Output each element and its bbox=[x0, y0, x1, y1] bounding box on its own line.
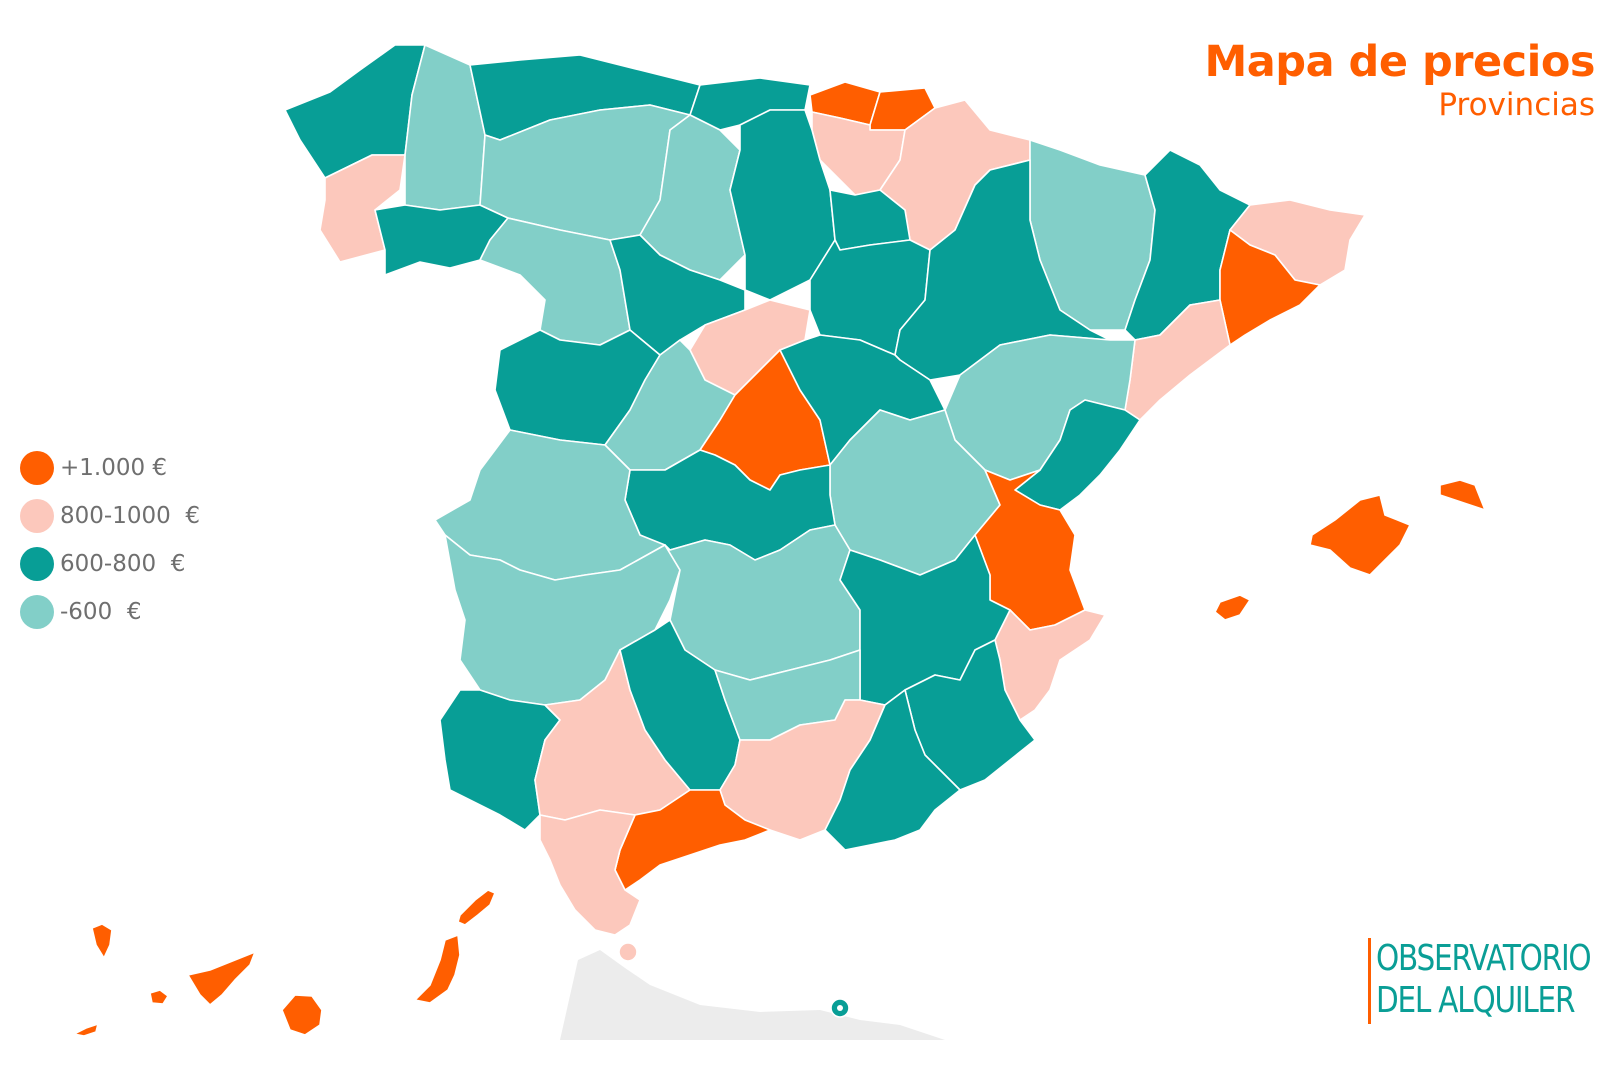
island-lanzarote bbox=[457, 889, 496, 926]
legend-swatch bbox=[20, 547, 54, 581]
map-title: Mapa de precios bbox=[1204, 37, 1595, 87]
island-fuerteventura bbox=[414, 934, 461, 1004]
logo-line-1: OBSERVATORIO bbox=[1376, 938, 1592, 979]
legend-item-600-800: 600-800 € bbox=[20, 540, 200, 588]
legend-item-under-600: -600 € bbox=[20, 588, 200, 636]
island-el-hierro bbox=[73, 1023, 99, 1037]
island-menorca bbox=[1439, 479, 1486, 511]
ceuta-marker bbox=[618, 942, 638, 962]
price-legend: +1.000 € 800-1000 € 600-800 € -600 € bbox=[20, 444, 200, 636]
island-la-gomera bbox=[149, 989, 169, 1005]
island-ibiza bbox=[1214, 594, 1251, 621]
island-tenerife bbox=[187, 951, 256, 1006]
legend-label: +1.000 € bbox=[60, 455, 168, 481]
legend-label: 600-800 € bbox=[60, 551, 186, 577]
legend-swatch bbox=[20, 451, 54, 485]
legend-label: 800-1000 € bbox=[60, 503, 200, 529]
province-almeria bbox=[824, 689, 961, 851]
province-cadiz bbox=[539, 809, 641, 936]
map-header: Mapa de precios Provincias bbox=[1204, 37, 1595, 124]
island-mallorca bbox=[1309, 494, 1411, 576]
north-africa-coast bbox=[560, 950, 945, 1040]
island-la-palma bbox=[91, 923, 113, 959]
legend-item-800-1000: 800-1000 € bbox=[20, 492, 200, 540]
legend-label: -600 € bbox=[60, 599, 142, 625]
observatorio-logo: OBSERVATORIO DEL ALQUILER bbox=[1368, 938, 1604, 1024]
legend-item-over-1000: +1.000 € bbox=[20, 444, 200, 492]
legend-swatch bbox=[20, 595, 54, 629]
island-gran-canaria bbox=[281, 994, 323, 1036]
logo-line-2: DEL ALQUILER bbox=[1376, 980, 1575, 1021]
province-barcelona bbox=[1219, 229, 1321, 346]
province-ourense bbox=[374, 204, 509, 276]
map-subtitle: Provincias bbox=[1438, 87, 1595, 124]
legend-swatch bbox=[20, 499, 54, 533]
